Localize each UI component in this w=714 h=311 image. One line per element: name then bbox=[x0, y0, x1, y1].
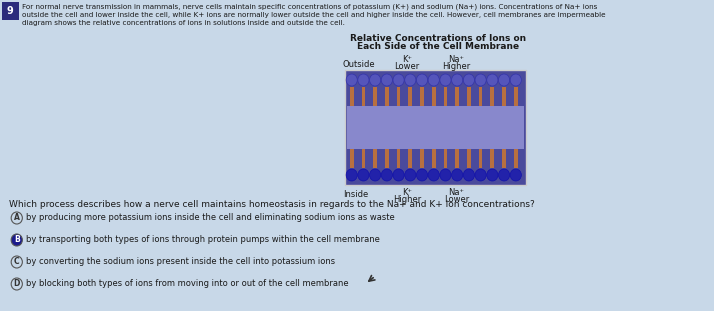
Text: Each Side of the Cell Membrane: Each Side of the Cell Membrane bbox=[357, 42, 519, 51]
Text: Na⁺: Na⁺ bbox=[448, 55, 465, 64]
Circle shape bbox=[393, 74, 404, 86]
Text: For normal nerve transmission in mammals, nerve cells maintain specific concentr: For normal nerve transmission in mammals… bbox=[22, 4, 598, 11]
Text: D: D bbox=[14, 280, 20, 289]
Circle shape bbox=[475, 74, 486, 86]
Bar bbox=[502, 87, 506, 106]
Circle shape bbox=[370, 74, 381, 86]
Circle shape bbox=[487, 169, 498, 181]
Circle shape bbox=[475, 169, 486, 181]
Bar bbox=[345, 70, 526, 185]
Bar bbox=[385, 149, 388, 168]
Bar bbox=[502, 149, 506, 168]
Circle shape bbox=[370, 169, 381, 181]
Text: by transporting both types of ions through protein pumps within the cell membran: by transporting both types of ions throu… bbox=[26, 235, 380, 244]
Circle shape bbox=[463, 169, 475, 181]
Bar bbox=[456, 149, 459, 168]
Circle shape bbox=[405, 169, 416, 181]
Circle shape bbox=[416, 169, 428, 181]
Bar bbox=[373, 87, 377, 106]
Text: A: A bbox=[14, 213, 20, 222]
Bar bbox=[348, 106, 523, 149]
Text: Na⁺: Na⁺ bbox=[448, 188, 465, 197]
Bar bbox=[385, 87, 388, 106]
FancyBboxPatch shape bbox=[2, 2, 19, 20]
Text: Higher: Higher bbox=[443, 62, 471, 71]
Text: Lower: Lower bbox=[444, 195, 469, 204]
Bar bbox=[443, 87, 448, 106]
Circle shape bbox=[451, 169, 463, 181]
Text: Outside: Outside bbox=[343, 60, 376, 69]
Bar bbox=[491, 149, 494, 168]
Bar bbox=[350, 149, 353, 168]
Circle shape bbox=[440, 169, 451, 181]
Bar bbox=[397, 149, 401, 168]
Bar bbox=[408, 149, 412, 168]
Circle shape bbox=[393, 169, 404, 181]
Bar bbox=[432, 87, 436, 106]
Circle shape bbox=[428, 74, 439, 86]
Text: Lower: Lower bbox=[394, 62, 420, 71]
Circle shape bbox=[498, 169, 510, 181]
Circle shape bbox=[428, 169, 439, 181]
Text: by converting the sodium ions present inside the cell into potassium ions: by converting the sodium ions present in… bbox=[26, 258, 335, 267]
Bar bbox=[420, 149, 424, 168]
Bar bbox=[443, 149, 448, 168]
Circle shape bbox=[463, 74, 475, 86]
Bar bbox=[397, 87, 401, 106]
Text: by blocking both types of ions from moving into or out of the cell membrane: by blocking both types of ions from movi… bbox=[26, 280, 348, 289]
Text: K⁺: K⁺ bbox=[402, 55, 412, 64]
Bar bbox=[479, 149, 483, 168]
Bar bbox=[514, 149, 518, 168]
Text: 9: 9 bbox=[7, 6, 14, 16]
Text: Inside: Inside bbox=[343, 190, 368, 199]
Text: by producing more potassium ions inside the cell and eliminating sodium ions as : by producing more potassium ions inside … bbox=[26, 213, 395, 222]
Text: diagram shows the relative concentrations of ions in solutions inside and outsid: diagram shows the relative concentration… bbox=[22, 20, 346, 26]
Bar bbox=[361, 87, 366, 106]
Bar bbox=[514, 87, 518, 106]
Circle shape bbox=[358, 74, 369, 86]
Circle shape bbox=[405, 74, 416, 86]
Circle shape bbox=[11, 234, 22, 246]
Circle shape bbox=[498, 74, 510, 86]
Bar bbox=[456, 87, 459, 106]
Text: B: B bbox=[14, 235, 20, 244]
Bar bbox=[467, 87, 471, 106]
Text: C: C bbox=[14, 258, 19, 267]
Circle shape bbox=[346, 169, 357, 181]
Text: Which process describes how a nerve cell maintains homeostasis in regards to the: Which process describes how a nerve cell… bbox=[9, 200, 535, 209]
Circle shape bbox=[511, 74, 521, 86]
Text: K⁺: K⁺ bbox=[402, 188, 412, 197]
Bar bbox=[373, 149, 377, 168]
Bar bbox=[479, 87, 483, 106]
Circle shape bbox=[381, 169, 393, 181]
Bar bbox=[350, 87, 353, 106]
Text: Higher: Higher bbox=[393, 195, 421, 204]
Circle shape bbox=[381, 74, 393, 86]
Bar bbox=[420, 87, 424, 106]
Circle shape bbox=[346, 74, 357, 86]
Circle shape bbox=[358, 169, 369, 181]
Text: outside the cell and lower inside the cell, while K+ ions are normally lower out: outside the cell and lower inside the ce… bbox=[22, 12, 606, 18]
Bar bbox=[467, 149, 471, 168]
Bar bbox=[491, 87, 494, 106]
Circle shape bbox=[487, 74, 498, 86]
Circle shape bbox=[511, 169, 521, 181]
Bar bbox=[408, 87, 412, 106]
Circle shape bbox=[440, 74, 451, 86]
Circle shape bbox=[416, 74, 428, 86]
Bar bbox=[432, 149, 436, 168]
Bar bbox=[361, 149, 366, 168]
Text: Relative Concentrations of Ions on: Relative Concentrations of Ions on bbox=[350, 34, 526, 43]
Circle shape bbox=[451, 74, 463, 86]
